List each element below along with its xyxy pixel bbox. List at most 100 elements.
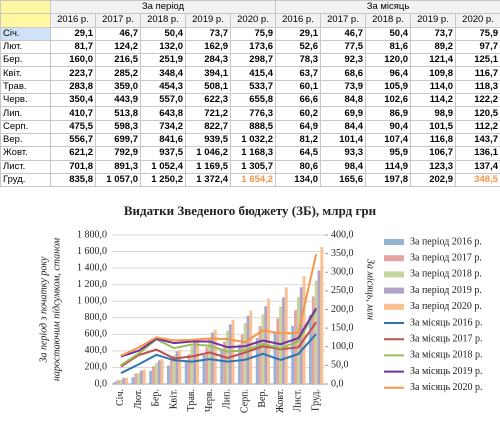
cell: 81,7 [50,39,96,55]
x-tick-label: Бер. [151,389,162,407]
y-tick-label: 400,0 [85,345,108,356]
x-tick-label: Лют. [133,389,144,409]
cell: 89,2 [410,39,456,55]
bar [202,354,206,384]
bar [309,314,312,384]
bar [131,377,135,384]
bar [137,373,141,384]
cell: 73,7 [185,26,231,41]
bar [196,339,199,384]
bar [193,341,197,384]
legend-label: За період 2016 р. [410,236,482,247]
cell: 50,4 [140,26,186,41]
cell: 81,2 [275,132,321,148]
legend-label: За місяць 2017 р. [410,333,483,344]
cell: 95,9 [365,146,411,161]
cell: 132,0 [140,39,186,55]
cell: 120,5 [454,106,500,121]
cell: 1 057,0 [95,172,141,188]
legend-swatch [384,239,404,245]
row-label: Жовт. [0,146,51,161]
legend-swatch [384,303,404,310]
cell: 835,8 [50,172,96,188]
bar [122,377,126,384]
cell: 75,9 [454,26,500,41]
cell: 350,4 [50,93,96,108]
table-row: Жовт. 621,2 792,9 937,5 1 046,2 1 168,3 64,5 93… [0,146,500,161]
y-axis-title: За період з початку року [38,256,49,363]
corner-cell [0,13,51,28]
bar [142,369,146,384]
bar [311,296,315,384]
y2-tick-label: 250,0 [331,285,354,296]
x-tick-label: Серп. [239,389,250,413]
cell: 86,9 [365,106,411,121]
cell: 283,8 [50,79,96,95]
cell: 118,3 [454,79,500,95]
cell: 285,2 [95,66,141,81]
y2-tick-label: 200,0 [331,304,354,315]
cell: 415,4 [230,66,276,81]
y2-tick-label: 0,0 [331,378,344,389]
year-header: 2018 р. [140,13,186,28]
cell: 63,7 [275,66,321,81]
bar [125,377,128,384]
cell: 136,1 [454,146,500,161]
cell: 90,4 [365,119,411,134]
cell: 173,6 [230,39,276,55]
x-tick-label: Груд. [310,389,321,411]
group-header-row: За період За місяць [0,0,500,15]
x-tick-label: Черв. [204,389,215,412]
cell: 102,6 [365,93,411,108]
cell: 101,5 [410,119,456,134]
cell: 29,1 [50,26,96,41]
cell: 223,7 [50,66,96,81]
cell: 121,4 [410,53,456,68]
legend-label: За місяць 2019 р. [410,366,483,377]
cell: 622,3 [185,93,231,108]
cell: 114,2 [410,93,456,108]
bar [261,314,265,384]
cell: 60,1 [275,79,321,95]
legend-label: За місяць 2018 р. [410,350,483,361]
bar [140,370,143,384]
cell: 162,9 [185,39,231,55]
bar [149,370,153,384]
legend-label: За період 2018 р. [410,269,482,280]
cell: 81,6 [365,39,411,55]
bar [175,351,179,384]
y-tick-label: 800,0 [85,312,108,323]
year-header: 2016 р. [50,13,96,28]
cell: 120,0 [365,53,411,68]
group-header: За місяць [274,0,500,15]
x-tick-label: Жовт. [275,389,286,413]
cell: 50,4 [365,26,411,41]
cell: 699,7 [95,132,141,148]
cell: 112,2 [454,119,500,134]
cell: 202,9 [410,172,456,188]
y2-tick-label: 400,0 [331,229,354,240]
cell: 98,9 [410,106,456,121]
year-header: 2016 р. [275,13,321,28]
cell: 165,6 [320,172,366,188]
table-row: Лют. 81,7 124,2 132,0 162,9 173,6 52,6 77,5 81,6… [0,39,500,55]
y-tick-label: 1 400,0 [77,262,107,273]
line [120,333,317,375]
cell: 60,2 [275,106,321,121]
cell: 122,2 [454,93,500,108]
cell: 78,3 [275,53,321,68]
line [120,253,318,357]
table-row: Лип. 410,7 513,8 643,8 721,2 776,3 60,2 69,9 86,… [0,106,500,121]
x-tick-label: Квіт. [168,389,179,409]
cell: 73,9 [320,79,366,95]
cell: 96,4 [365,66,411,81]
cell: 643,8 [140,106,186,121]
cell: 937,5 [140,146,186,161]
bar [178,349,182,384]
cell: 124,2 [95,39,141,55]
cell: 348,4 [140,66,186,81]
table-row: Січ. 29,1 46,7 50,4 73,7 75,9 29,1 46,7 50,4 73,7… [0,26,500,41]
year-header: 2017 р. [95,13,141,28]
bar [119,379,123,384]
cell: 84,8 [320,93,366,108]
